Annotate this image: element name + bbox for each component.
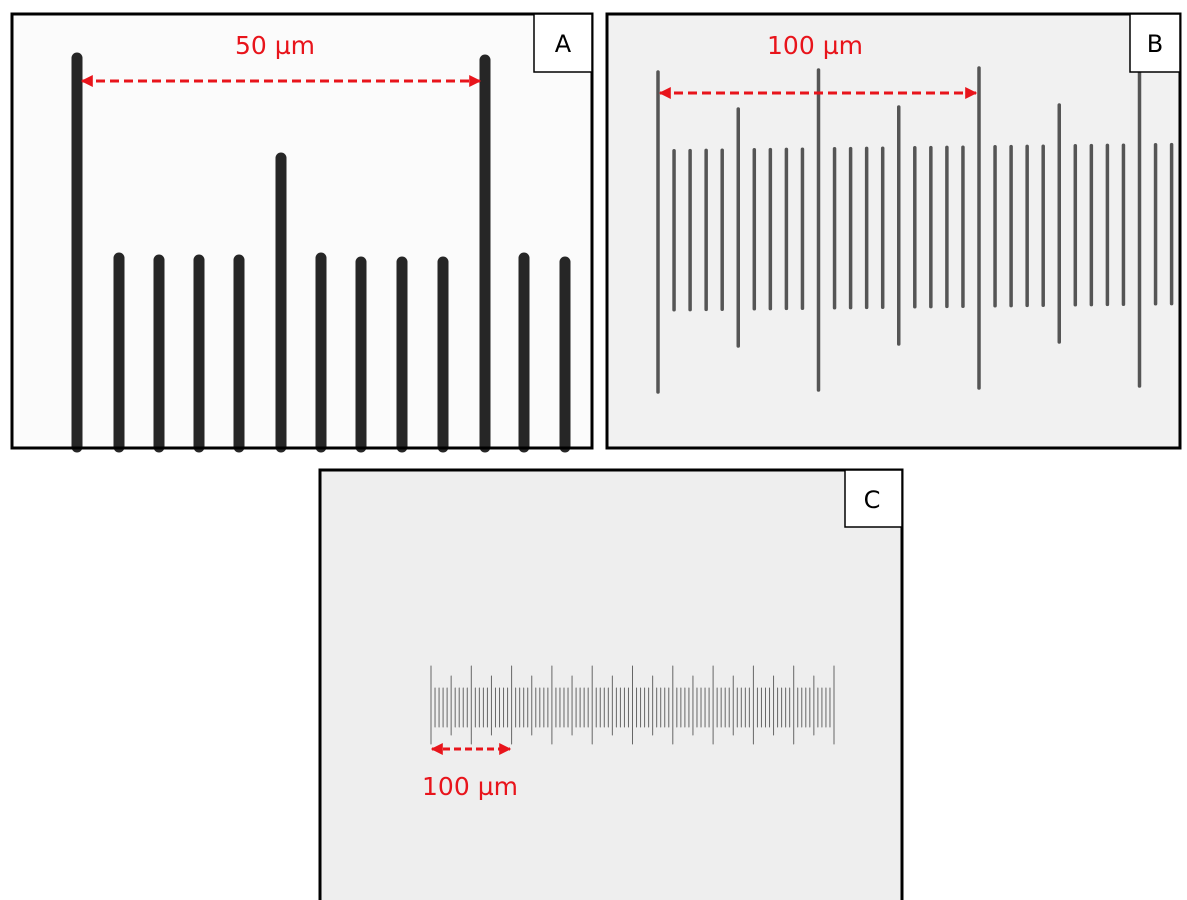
panel-a: A 50 µm [12,14,592,448]
panel-background [12,14,592,448]
figure: A 50 µm B 100 µm C 100 µm [0,0,1187,900]
micrometer-lines [431,666,834,744]
panel-c: C 100 µm [320,470,902,900]
panel-background [320,470,902,900]
panel-background [607,14,1180,448]
scale-label: 100 µm [422,772,518,801]
scale-label: 100 µm [767,31,863,60]
panel-label: A [555,30,572,58]
page: A 50 µm B 100 µm C 100 µm (() => { const… [0,0,1187,900]
panel-label: C [864,486,881,514]
panel-label: B [1147,30,1163,58]
panel-b: B 100 µm [607,14,1180,448]
scale-label: 50 µm [235,31,315,60]
